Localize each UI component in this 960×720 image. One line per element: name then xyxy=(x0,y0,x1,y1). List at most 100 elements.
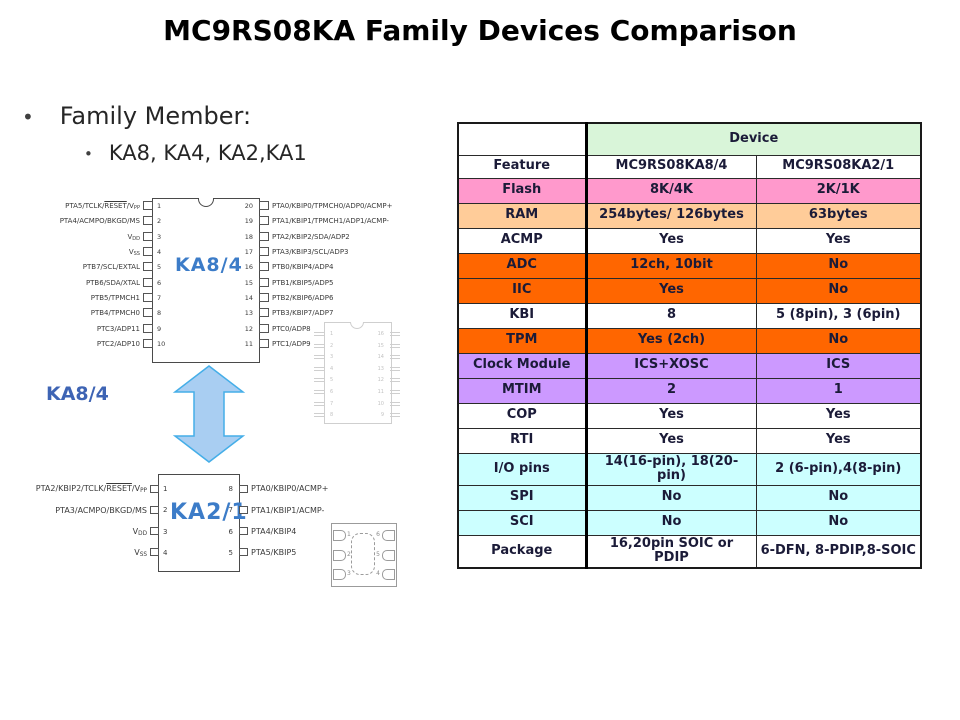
pin-box xyxy=(150,505,159,514)
table-row: Package 16,20pin SOIC or PDIP 6-DFN, 8-PDI… xyxy=(457,534,922,569)
pin-number: 2 xyxy=(157,217,162,226)
soic-pin-tick xyxy=(314,378,324,380)
pin-number: 5 xyxy=(157,263,162,272)
table-row: I/O pins 14(16-pin), 18(20-pin) 2 (6-pin),… xyxy=(457,452,922,486)
value-cell-ka84: Yes xyxy=(585,402,757,429)
soic-pin-number: 1 xyxy=(330,331,334,337)
feature-cell: KBI xyxy=(457,302,588,329)
device-header-row: Device xyxy=(457,122,922,156)
pin-number: 9 xyxy=(157,324,162,333)
soic-pin-number: 5 xyxy=(330,377,334,384)
pin-label: PTB4/TPMCH0 xyxy=(90,309,140,318)
pin-box xyxy=(259,293,269,303)
pin-number: 1 xyxy=(157,202,162,210)
value-cell-ka84: 8 xyxy=(585,302,757,329)
value-cell-ka84: 12ch, 10bit xyxy=(585,252,757,279)
value-cell-ka21: Yes xyxy=(755,427,922,454)
pin-number: 3 xyxy=(157,232,162,241)
bullet-dot: • xyxy=(84,145,93,163)
feature-cell: MTIM xyxy=(457,377,588,404)
pin-label: PTB6/SDA/XTAL xyxy=(85,278,140,287)
pin-number: 7 xyxy=(157,294,162,303)
value-cell-ka21: 2 (6-pin),4(8-pin) xyxy=(755,452,922,486)
table-row: SCI No No xyxy=(457,509,922,536)
soic-pin-tick xyxy=(314,413,324,415)
value-cell-ka21: ICS xyxy=(755,352,922,379)
value-cell-ka84: 16,20pin SOIC or PDIP xyxy=(585,534,757,569)
soic-pin-tick xyxy=(314,358,324,360)
soic-pin-number: 13 xyxy=(377,365,384,372)
soic-pin-number: 3 xyxy=(330,354,334,361)
pin-box xyxy=(143,231,153,241)
table-row: ADC 12ch, 10bit No xyxy=(457,252,922,279)
soic-pin-number: 2 xyxy=(330,342,334,349)
pin-number: 6 xyxy=(157,278,162,287)
pin-box xyxy=(143,216,153,226)
table-row: COP Yes Yes xyxy=(457,402,922,429)
value-cell-ka84: Yes xyxy=(585,277,757,304)
value-cell-ka21: Yes xyxy=(755,227,922,254)
bullet-family-member-label: Family Member: xyxy=(59,102,252,130)
pin-number: 12 xyxy=(244,324,253,333)
feature-cell: IIC xyxy=(457,277,588,304)
pin-number: 10 xyxy=(157,340,166,349)
bullet-dot: • xyxy=(22,105,34,129)
pin-number: 3 xyxy=(163,527,168,536)
feature-cell: ADC xyxy=(457,252,588,279)
pin-box xyxy=(239,527,248,536)
pin-label: PTA4/ACMPO/BKGD/MS xyxy=(59,217,140,226)
soic-pin-tick xyxy=(390,355,400,357)
pin-box xyxy=(259,231,269,241)
soic-pin-number: 10 xyxy=(377,400,384,407)
dfn-pad xyxy=(382,549,395,561)
soic-pin-tick xyxy=(390,401,400,403)
soic-pin-tick xyxy=(390,358,400,360)
soic-pin-tick xyxy=(314,332,324,333)
pin-box xyxy=(259,323,269,333)
pin-label: PTA5/TCLK/RESET/VPP xyxy=(65,201,140,211)
pin-box xyxy=(259,339,269,349)
soic-pin-tick xyxy=(314,346,324,348)
soic-pin-tick xyxy=(314,343,324,345)
soic16-outline: 1 16 2 15 3 14 4 13 5 12 6 11 7 10 8 9 xyxy=(314,318,418,430)
table-row: RTI Yes Yes xyxy=(457,427,922,454)
feature-cell: COP xyxy=(457,402,588,429)
soic-pin-tick xyxy=(314,335,324,336)
table-row: MTIM 2 1 xyxy=(457,377,922,404)
pin-label: PTA4/KBIP4 xyxy=(251,526,297,536)
pin-label: PTB7/SCL/EXTAL xyxy=(82,263,140,272)
pin-number: 15 xyxy=(244,278,253,287)
soic-pin-tick xyxy=(390,381,400,383)
pin-box xyxy=(259,308,269,318)
pin-label: VSS xyxy=(128,247,140,257)
soic-pin-tick xyxy=(390,346,400,348)
double-arrow-icon xyxy=(172,365,246,463)
table-row: ACMP Yes Yes xyxy=(457,227,922,254)
value-cell-ka21: No xyxy=(755,484,922,511)
pin-box xyxy=(143,293,153,303)
pin-label: PTC2/ADP10 xyxy=(96,339,140,348)
soic-pin-number: 6 xyxy=(330,389,334,395)
table-row: RAM 254bytes/ 126bytes 63bytes xyxy=(457,202,922,229)
pin-box xyxy=(143,247,153,257)
soic-pin-tick xyxy=(314,390,324,391)
bullet-family-list: • KA8, KA4, KA2,KA1 xyxy=(84,141,307,167)
value-cell-ka21: 5 (8pin), 3 (6pin) xyxy=(755,302,922,329)
soic-pin-tick xyxy=(390,335,400,336)
pin-box xyxy=(239,505,248,514)
soic-pin-number: 8 xyxy=(330,412,334,419)
value-cell-ka21: 63bytes xyxy=(755,202,922,229)
soic-pin-tick xyxy=(390,366,400,368)
pin-box xyxy=(150,527,159,536)
dfn-pin-number: 2 xyxy=(347,550,351,558)
corner-cell xyxy=(457,122,588,156)
pin-number: 11 xyxy=(244,340,253,349)
dfn-pin-number: 3 xyxy=(347,570,351,577)
soic-pin-tick xyxy=(314,393,324,394)
value-cell-ka21: No xyxy=(755,252,922,279)
pin-label: PTB1/KBIP5/ADP5 xyxy=(272,278,334,287)
pin-label: PTC3/ADP11 xyxy=(96,324,140,333)
pin-box xyxy=(259,247,269,257)
comparison-table: Device Feature MC9RS08KA8/4 MC9RS08KA2/1… xyxy=(457,122,922,569)
